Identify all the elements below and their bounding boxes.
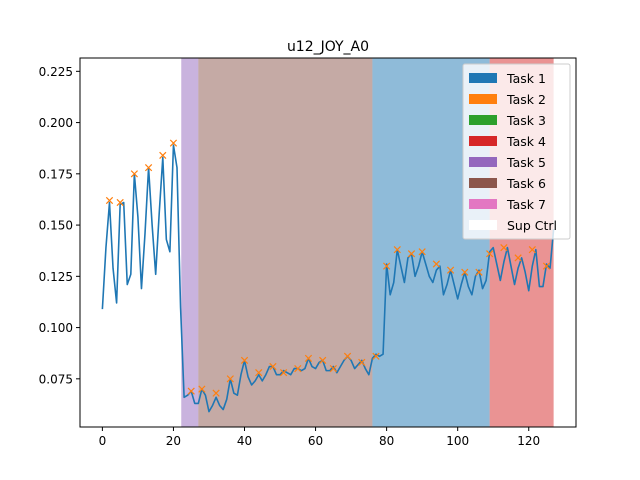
legend-label: Task 4: [506, 134, 546, 149]
peak-marker: [198, 385, 206, 393]
legend-label: Task 7: [506, 197, 546, 212]
legend-label: Task 5: [506, 155, 546, 170]
legend-label: Task 1: [506, 71, 546, 86]
peak-marker: [105, 196, 114, 205]
peak-marker: [159, 151, 167, 159]
x-tick-label: 80: [379, 434, 394, 448]
peak-marker: [130, 170, 138, 178]
chart-title: u12_JOY_A0: [287, 39, 369, 55]
legend-swatch-task-3: [469, 115, 497, 125]
peak-marker: [255, 369, 263, 377]
y-tick-label: 0.200: [39, 116, 73, 130]
legend-label: Task 3: [506, 113, 546, 128]
peak-marker: [358, 358, 366, 367]
peak-marker: [212, 389, 220, 397]
peak-marker: [343, 352, 352, 360]
legend-box: [462, 63, 571, 240]
peak-marker: [329, 364, 337, 373]
peak-marker: [294, 364, 302, 373]
peak-marker: [269, 362, 277, 371]
peak-marker: [500, 244, 508, 252]
peak-marker: [383, 262, 391, 270]
peak-marker: [226, 375, 234, 383]
legend-swatch-task-2: [469, 94, 497, 104]
axes: 0 20 40 60 80 100 120 0.075 0.100 0.125 0.150 0.175…: [39, 57, 577, 448]
peak-marker: [169, 139, 178, 147]
x-tick-label: 120: [517, 434, 540, 448]
peak-marker: [514, 254, 522, 262]
legend-swatch-sup-ctrl: [469, 220, 497, 230]
legend: Task 1 Task 2 Task 3 Task 4 Task 5 Task 6 Task…: [462, 63, 571, 240]
peak-marker: [475, 268, 483, 276]
x-tick-label: 100: [446, 434, 469, 448]
peak-marker: [372, 352, 380, 360]
peak-marker: [446, 266, 455, 274]
peak-marker: [393, 246, 401, 254]
peak-marker: [432, 260, 440, 268]
peak-marker: [407, 250, 416, 258]
y-tick-label: 0.175: [39, 167, 73, 181]
legend-swatch-task-6: [469, 178, 497, 188]
legend-swatch-task-7: [469, 199, 497, 209]
y-tick-label: 0.225: [39, 65, 73, 79]
legend-swatch-task-1: [469, 73, 497, 83]
x-tick-label: 20: [166, 434, 181, 448]
peak-marker: [542, 262, 551, 270]
peak-markers: [105, 139, 551, 397]
peak-marker: [304, 354, 313, 362]
peak-marker: [144, 164, 153, 172]
peak-marker: [319, 356, 327, 364]
y-tick-label: 0.100: [39, 321, 73, 335]
legend-swatch-task-4: [469, 136, 497, 146]
peak-marker: [528, 246, 536, 254]
peak-marker: [116, 198, 124, 207]
legend-label: Sup Ctrl: [507, 218, 557, 233]
task-span-task-6: [198, 58, 373, 427]
y-tick-label: 0.125: [39, 270, 73, 284]
legend-label: Task 6: [506, 176, 546, 191]
peak-marker: [486, 250, 494, 258]
peak-marker: [187, 387, 195, 395]
x-tick-label: 0: [99, 434, 107, 448]
x-tick-label: 60: [308, 434, 323, 448]
y-tick-label: 0.150: [39, 219, 73, 233]
task-span-task-5: [181, 58, 199, 427]
y-tick-label: 0.075: [39, 372, 73, 386]
peak-marker: [279, 369, 288, 377]
x-tick-label: 40: [237, 434, 252, 448]
peak-marker: [418, 248, 426, 256]
peak-marker: [240, 356, 249, 364]
plot-frame: [79, 57, 577, 428]
legend-swatch-task-5: [469, 157, 497, 167]
legend-label: Task 2: [506, 92, 546, 107]
peak-marker: [461, 268, 469, 276]
